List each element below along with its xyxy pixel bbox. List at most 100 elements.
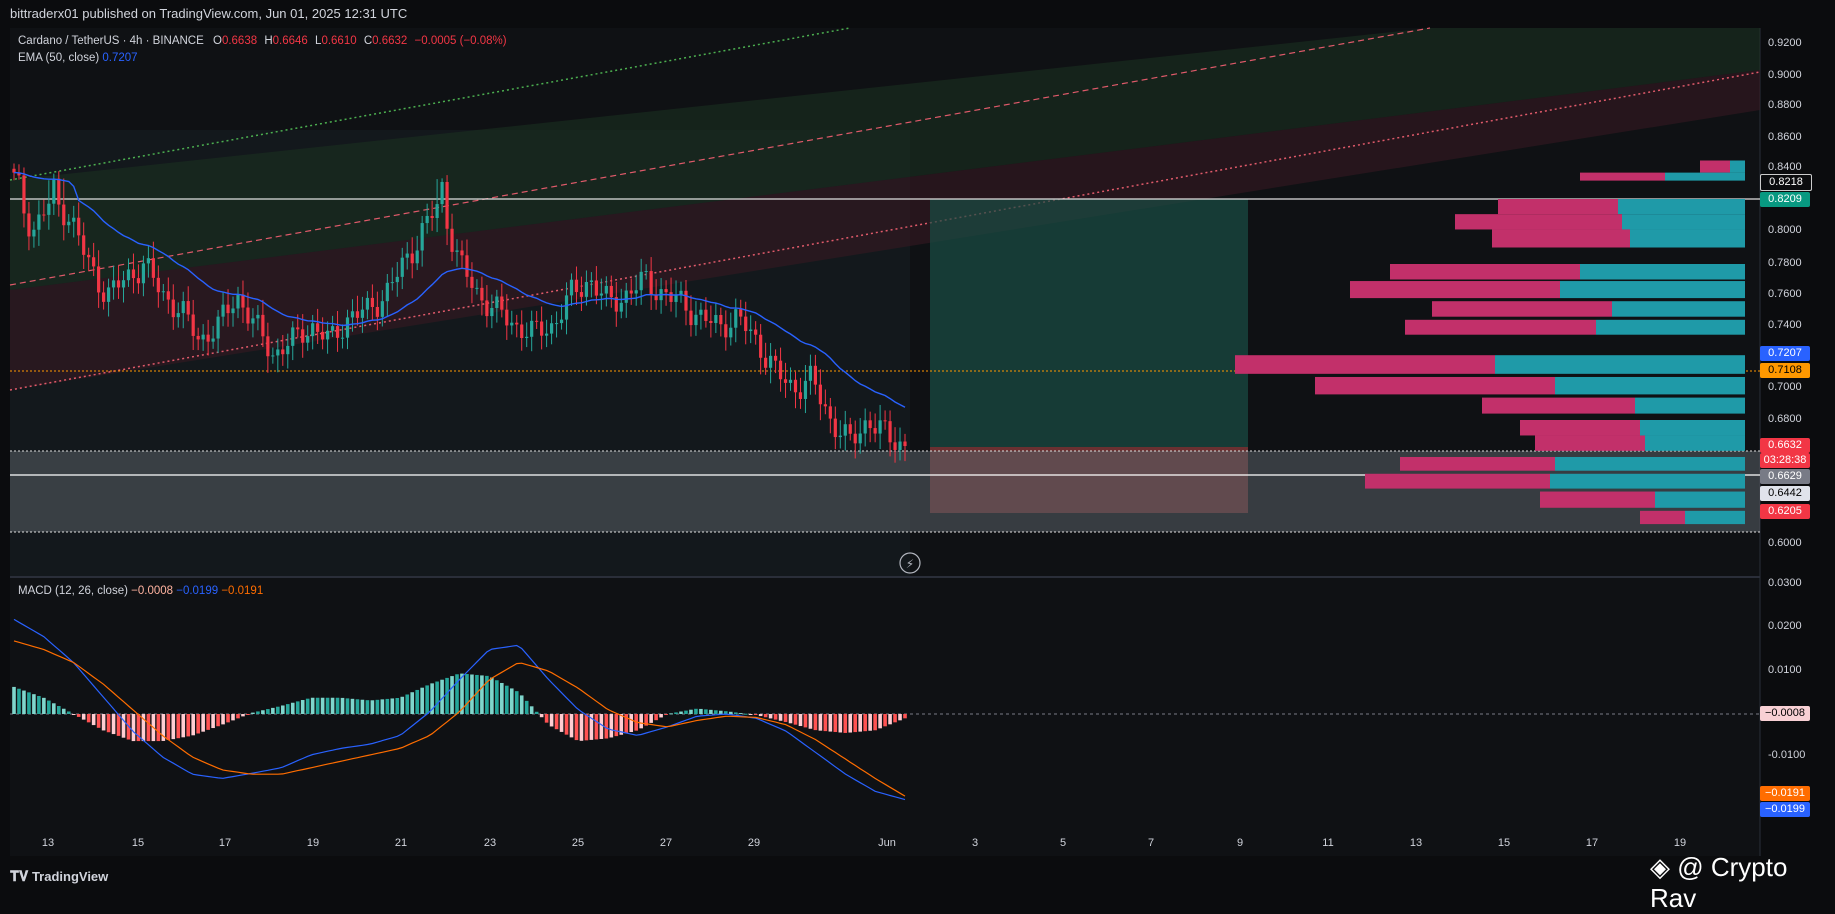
macd-hist-bar — [604, 714, 609, 739]
macd-hist-bar — [753, 714, 758, 715]
macd-hist-bar — [410, 692, 415, 714]
candle-body — [206, 334, 210, 342]
vp-sell-bar — [1350, 281, 1560, 299]
price-tick: 0.9000 — [1768, 69, 1802, 81]
tradingview-logo[interactable]: 𝐓𝐕 TradingView — [10, 868, 109, 884]
candle-body — [465, 255, 469, 277]
macd-hist-bar — [883, 714, 887, 727]
macd-hist-bar — [495, 680, 499, 714]
svg-text:⚡: ⚡ — [906, 557, 914, 571]
macd-hist-bar — [261, 710, 265, 714]
macd-hist-bar — [624, 714, 629, 734]
watermark: ◈ @ Crypto Rav — [1650, 852, 1835, 914]
macd-hist-bar — [27, 692, 31, 714]
vp-buy-bar — [1495, 355, 1745, 374]
vp-buy-bar — [1655, 491, 1745, 508]
candle-body — [276, 349, 280, 356]
macd-hist-bar — [211, 714, 215, 729]
macd-hist-bar — [171, 714, 176, 740]
candle-body — [808, 365, 813, 381]
symbol-name: Cardano / TetherUS · 4h · BINANCE — [18, 35, 204, 47]
x-tick: Jun — [878, 837, 896, 849]
candle-body — [355, 311, 360, 318]
x-axis: 13 15 17 19 21 23 25 27 29 Jun 3 5 7 9 11 13 15 17 19 — [42, 837, 1686, 849]
macd-hist-bar — [310, 697, 315, 714]
candle-body — [813, 365, 818, 385]
price-tick: 0.8600 — [1768, 131, 1802, 143]
symbol-legend: Cardano / TetherUS · 4h · BINANCE O0.663… — [18, 35, 507, 47]
publisher-bar: bittraderx01 published on TradingView.co… — [0, 0, 1835, 28]
candle-body — [559, 319, 564, 324]
macd-hist-bar — [395, 698, 400, 714]
candle-body — [316, 323, 320, 332]
macd-hist-bar — [724, 711, 728, 714]
macd-hist-bar — [81, 714, 86, 720]
channel-mid-line — [9, 27, 1431, 286]
macd-hist-bar — [96, 714, 101, 728]
candle-body — [609, 285, 613, 298]
close-value: 0.6632 — [372, 35, 408, 47]
macd-tick: -0.0100 — [1768, 749, 1806, 761]
vp-buy-bar — [1685, 510, 1745, 525]
chart-canvas[interactable]: ⚡ 13 15 17 19 21 23 25 27 29 Jun 3 5 7 9 11 13 15 17 19 — [0, 0, 1835, 892]
price-tick: 0.6000 — [1768, 537, 1802, 549]
macd-hist-bar — [390, 698, 395, 714]
macd-hist-bar — [196, 714, 200, 734]
ema-legend: EMA (50, close) 0.7207 — [18, 52, 138, 64]
vp-sell-bar — [1520, 420, 1640, 436]
candle-body — [101, 292, 106, 302]
candle-body — [878, 420, 882, 434]
vp-buy-bar — [1618, 199, 1745, 215]
vp-buy-bar — [1612, 301, 1745, 317]
macd-hist-bar — [445, 677, 449, 714]
macd-hist-bar — [136, 714, 141, 742]
candle-body — [694, 314, 698, 326]
candle-body — [121, 280, 126, 288]
candle-body — [181, 301, 185, 314]
macd-hist-bar — [91, 714, 96, 726]
macd-hist-bar — [544, 714, 549, 723]
macd-hist-bar — [629, 714, 634, 733]
candle-body — [345, 317, 350, 338]
target-zone — [930, 199, 1248, 447]
macd-hist-bar — [509, 688, 514, 714]
macd-hist-bar — [161, 714, 166, 741]
macd-hist-bar — [32, 694, 36, 714]
macd-hist-bar — [106, 714, 111, 733]
ema-line — [13, 171, 906, 408]
candle-body — [510, 322, 514, 326]
candle-body — [17, 172, 21, 176]
candle-body — [271, 355, 275, 357]
macd-hist-bar — [694, 708, 698, 714]
candle-body — [22, 175, 26, 214]
macd-hist-bar — [719, 710, 723, 714]
candle-body — [749, 329, 753, 332]
macd-hist-bar — [380, 699, 385, 714]
candle-body — [42, 214, 46, 216]
candle-body — [475, 287, 479, 289]
candle-body — [604, 285, 608, 294]
x-tick: 25 — [572, 837, 584, 849]
macd-hist-bar — [266, 709, 270, 714]
x-tick: 7 — [1148, 837, 1154, 849]
price-badge: 0.8209 — [1760, 192, 1810, 207]
macd-hist-bar — [818, 714, 823, 731]
candle-body — [350, 311, 355, 318]
macd-hist-bar — [56, 706, 61, 714]
price-badge: 0.7207 — [1760, 346, 1810, 361]
ema-label: EMA (50, close) — [18, 52, 100, 64]
candle-body — [584, 281, 589, 297]
candle-body — [186, 301, 190, 315]
vp-buy-bar — [1580, 264, 1745, 280]
macd-hist-bar — [793, 714, 798, 725]
macd-signal-value: −0.0199 — [176, 585, 219, 597]
candle-body — [77, 217, 81, 236]
x-tick: 17 — [219, 837, 231, 849]
vp-sell-bar — [1482, 397, 1635, 414]
macd-hist-bar — [664, 714, 668, 715]
macd-hist-bar — [858, 714, 863, 732]
candle-body — [136, 278, 141, 284]
macd-hist-bar — [903, 714, 907, 719]
macd-legend: MACD (12, 26, close) −0.0008 −0.0199 −0.… — [18, 585, 263, 597]
vp-sell-bar — [1498, 199, 1618, 215]
